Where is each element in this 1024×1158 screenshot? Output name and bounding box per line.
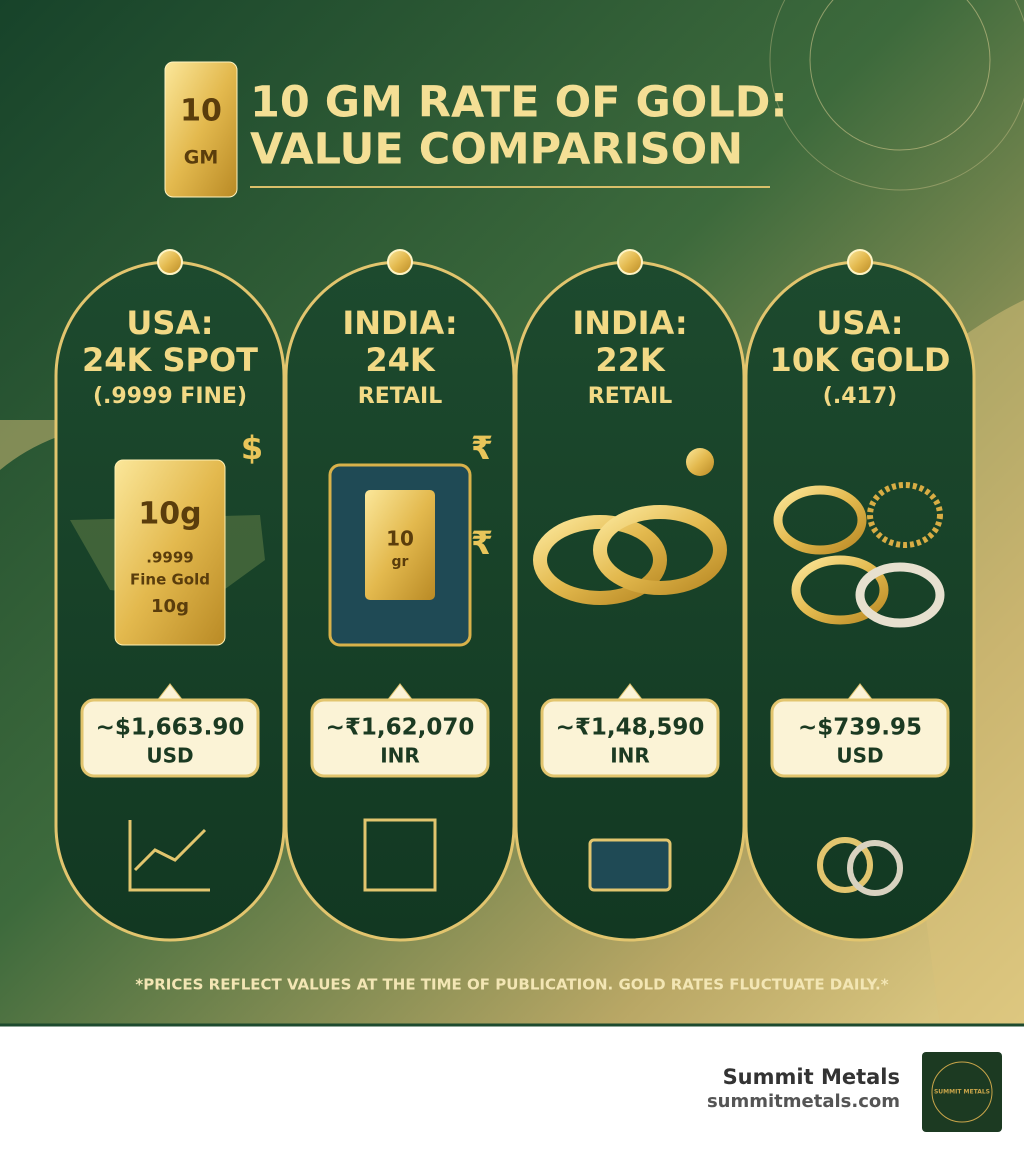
- price: ~$739.95: [798, 715, 922, 741]
- brand-name: Summit Metals: [723, 1065, 900, 1089]
- gold-bar: [365, 490, 435, 600]
- card: INDIA:24K RETAIL 10 gr ₹ ₹ ~₹1,62,070 INR: [284, 249, 516, 942]
- bar-text: Fine Gold: [130, 571, 210, 589]
- card: USA:10K GOLD (.417) ~$739.95 USD: [744, 249, 976, 942]
- currency: USD: [836, 744, 883, 768]
- currency-symbol: ₹: [471, 524, 493, 562]
- card-heading: (.417): [823, 384, 897, 409]
- card-heading: INDIA:: [572, 304, 687, 342]
- price-box: [540, 698, 720, 778]
- brand-logo: [922, 1052, 1002, 1132]
- decor-circle: [809, 0, 991, 151]
- price-box: [80, 698, 260, 778]
- card-heading: USA:: [816, 304, 903, 342]
- title-line: 10 GM RATE OF GOLD:: [250, 78, 788, 128]
- ring: [855, 562, 945, 628]
- bar-text: 10g: [138, 497, 201, 532]
- card-pin: [847, 249, 873, 275]
- card-heading: 24K SPOT: [82, 341, 258, 379]
- bar-text: 10g: [151, 596, 189, 617]
- card-pin: [617, 249, 643, 275]
- ring-icon: [817, 837, 873, 893]
- badge-unit: GM: [184, 147, 219, 169]
- frame-icon: [363, 818, 437, 892]
- card-heading: 24K: [365, 341, 436, 379]
- currency-symbol: ₹: [471, 429, 493, 467]
- footer: [0, 1025, 1024, 1154]
- bar-text: gr: [392, 554, 409, 570]
- badge-number: 10: [180, 94, 222, 129]
- ring: [791, 555, 889, 625]
- bar-text: 10: [386, 527, 414, 551]
- gold-bar: [114, 459, 226, 646]
- currency: INR: [610, 744, 650, 768]
- bangle: [533, 515, 667, 605]
- logo-text: SUMMIT METALS: [934, 1089, 990, 1096]
- card-heading: USA:: [126, 304, 213, 342]
- card: USA:24K SPOT (.9999 FINE) 10g .9999 Fine Gol…: [54, 249, 286, 942]
- price-box: [770, 698, 950, 778]
- card-heading: 22K: [595, 341, 666, 379]
- brand-url: summitmetals.com: [707, 1091, 900, 1112]
- card-heading: RETAIL: [358, 384, 443, 409]
- bangle: [593, 505, 727, 595]
- currency-symbol: $: [241, 429, 263, 467]
- card-pin: [157, 249, 183, 275]
- card: INDIA:22K RETAIL ~₹1,48,590 INR: [514, 249, 746, 942]
- chain: [867, 482, 943, 548]
- chart-icon: [128, 820, 210, 892]
- card-heading: RETAIL: [588, 384, 673, 409]
- price: ~₹1,48,590: [556, 715, 705, 741]
- coin: [686, 448, 714, 476]
- decor-circle: [769, 0, 1024, 191]
- card-pin: [387, 249, 413, 275]
- price: ~$1,663.90: [96, 715, 245, 741]
- logo-ring: [931, 1061, 993, 1123]
- badge-bar: [164, 61, 238, 198]
- currency: INR: [380, 744, 420, 768]
- footnote: *PRICES REFLECT VALUES AT THE TIME OF PU…: [135, 976, 888, 994]
- card-heading: INDIA:: [342, 304, 457, 342]
- title-line: VALUE COMPARISON: [250, 125, 743, 175]
- bar-text: .9999: [146, 549, 193, 567]
- currency: USD: [146, 744, 193, 768]
- ring: [773, 485, 867, 555]
- box-icon: [588, 838, 672, 892]
- price-box: [310, 698, 490, 778]
- card-heading: 10K GOLD: [770, 341, 951, 379]
- price: ~₹1,62,070: [326, 715, 475, 741]
- card-heading: (.9999 FINE): [93, 384, 247, 409]
- ring-icon: [847, 840, 903, 896]
